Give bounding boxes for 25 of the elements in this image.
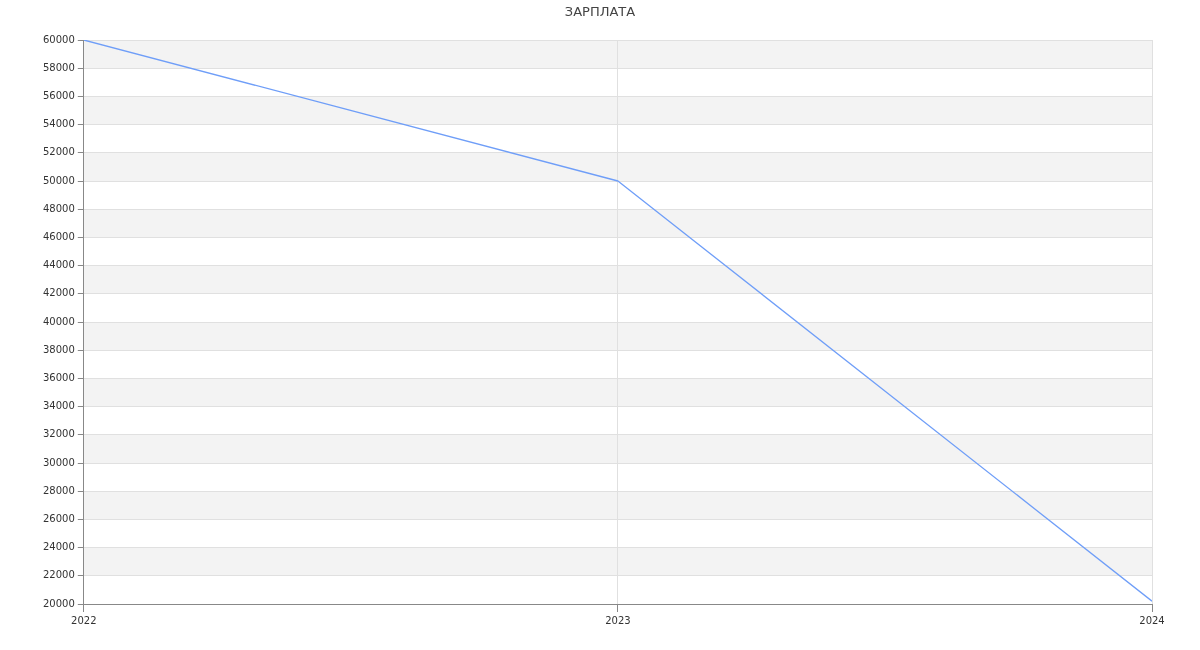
y-tick-label: 40000 xyxy=(43,315,75,327)
y-tick-label: 46000 xyxy=(43,230,75,242)
y-tick-label: 20000 xyxy=(43,597,75,609)
x-tick-label: 2023 xyxy=(605,614,631,626)
y-tick-label: 34000 xyxy=(43,400,75,412)
y-tick-label: 38000 xyxy=(43,343,75,355)
y-tick-label: 24000 xyxy=(43,541,75,553)
y-tick-label: 28000 xyxy=(43,484,75,496)
y-tick-label: 42000 xyxy=(43,287,75,299)
x-tick-label: 2024 xyxy=(1139,614,1165,626)
y-tick-label: 52000 xyxy=(43,146,75,158)
x-tick-label: 2022 xyxy=(71,614,97,626)
y-tick-label: 44000 xyxy=(43,259,75,271)
y-tick-label: 60000 xyxy=(43,33,75,45)
y-tick-label: 48000 xyxy=(43,202,75,214)
y-tick-label: 26000 xyxy=(43,512,75,524)
chart-title: ЗАРПЛАТА xyxy=(563,4,637,19)
y-tick-label: 54000 xyxy=(43,118,75,130)
y-tick-label: 22000 xyxy=(43,569,75,581)
y-tick-label: 58000 xyxy=(43,61,75,73)
y-tick-label: 56000 xyxy=(43,89,75,101)
y-tick-label: 36000 xyxy=(43,371,75,383)
y-tick-label: 32000 xyxy=(43,428,75,440)
y-tick-label: 50000 xyxy=(43,174,75,186)
y-tick-label: 30000 xyxy=(43,456,75,468)
